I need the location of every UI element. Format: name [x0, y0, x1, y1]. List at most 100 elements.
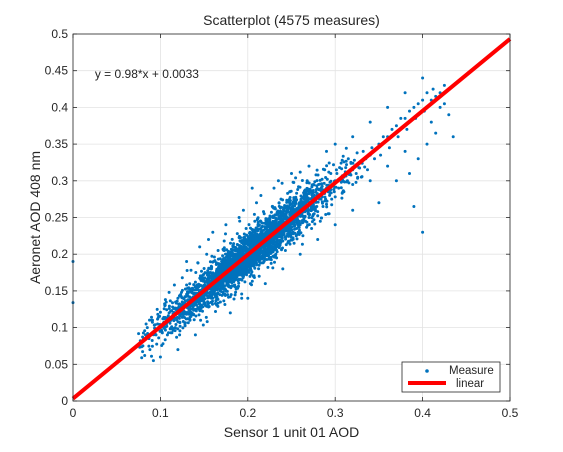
data-point	[250, 270, 254, 274]
data-point	[206, 302, 210, 306]
data-point	[310, 227, 314, 230]
data-point	[242, 269, 245, 273]
data-point	[262, 212, 266, 216]
data-point	[344, 166, 348, 170]
data-point	[332, 188, 336, 191]
data-point	[234, 267, 238, 271]
data-point	[293, 231, 297, 235]
data-point	[259, 255, 263, 258]
data-point	[294, 208, 297, 212]
data-point	[288, 211, 292, 215]
data-point	[290, 221, 294, 225]
data-point	[233, 256, 237, 260]
legend-linear-label: linear	[456, 378, 484, 390]
data-point	[188, 318, 192, 322]
data-point	[234, 290, 238, 294]
data-point	[169, 326, 173, 330]
data-point	[155, 307, 159, 311]
data-point	[322, 181, 326, 185]
data-point	[337, 186, 341, 190]
data-point	[315, 168, 319, 172]
data-point	[150, 320, 154, 324]
data-point	[314, 209, 317, 213]
data-point	[194, 314, 198, 318]
data-point	[241, 273, 245, 276]
data-point	[236, 279, 240, 283]
data-point	[320, 187, 323, 191]
data-point	[198, 309, 202, 313]
data-point	[231, 244, 235, 248]
data-point	[285, 209, 289, 213]
data-point	[210, 267, 213, 271]
data-point	[167, 307, 171, 310]
data-point	[434, 131, 438, 135]
data-point	[144, 322, 148, 326]
data-point	[251, 274, 255, 278]
data-point	[228, 250, 232, 254]
data-point	[345, 163, 348, 167]
data-point	[176, 296, 180, 300]
data-point	[272, 186, 276, 190]
data-point	[379, 153, 383, 157]
data-point	[429, 120, 433, 124]
data-point	[344, 146, 348, 150]
data-point	[233, 293, 237, 297]
data-point	[240, 292, 244, 296]
data-point	[173, 329, 177, 333]
data-point	[230, 281, 234, 285]
data-point	[421, 76, 425, 80]
data-point	[299, 198, 303, 202]
data-point	[227, 274, 231, 278]
data-point	[230, 258, 234, 262]
data-point	[253, 255, 257, 258]
data-point	[201, 279, 205, 283]
data-point	[431, 87, 435, 91]
data-point	[147, 344, 151, 348]
data-point	[275, 242, 279, 246]
data-point	[178, 294, 182, 298]
data-point	[403, 116, 407, 120]
data-point	[292, 198, 296, 202]
data-point	[222, 257, 226, 261]
data-point	[291, 237, 295, 241]
data-point	[189, 287, 193, 291]
data-point	[162, 307, 166, 311]
data-point	[277, 201, 281, 205]
data-point	[318, 178, 322, 182]
data-point	[272, 255, 276, 259]
data-point	[231, 284, 234, 288]
data-point	[247, 223, 251, 227]
data-point	[341, 154, 345, 158]
data-point	[193, 280, 197, 284]
data-point	[200, 269, 203, 273]
data-point	[296, 188, 300, 191]
data-point	[261, 261, 265, 265]
data-point	[249, 264, 253, 268]
data-point	[286, 241, 290, 244]
data-point	[335, 172, 339, 175]
data-point	[358, 166, 362, 170]
data-point	[187, 286, 191, 290]
data-point	[182, 297, 186, 300]
data-point	[272, 245, 276, 249]
data-point	[425, 142, 429, 146]
data-point	[405, 127, 409, 131]
y-tick-label: 0.15	[45, 284, 69, 298]
data-point	[210, 296, 213, 300]
y-tick-label: 0.35	[45, 137, 69, 151]
data-point	[225, 248, 229, 252]
data-point	[222, 287, 226, 291]
data-point	[258, 252, 262, 256]
data-point	[284, 243, 288, 247]
data-point	[311, 207, 315, 211]
data-point	[239, 271, 242, 275]
data-point	[269, 261, 273, 265]
data-point	[309, 208, 313, 212]
data-point	[325, 205, 329, 209]
data-point	[180, 315, 184, 319]
data-point	[220, 293, 224, 297]
y-tick-label: 0.1	[51, 321, 68, 335]
data-point	[207, 305, 211, 308]
data-point	[252, 264, 256, 268]
data-point	[254, 236, 258, 240]
